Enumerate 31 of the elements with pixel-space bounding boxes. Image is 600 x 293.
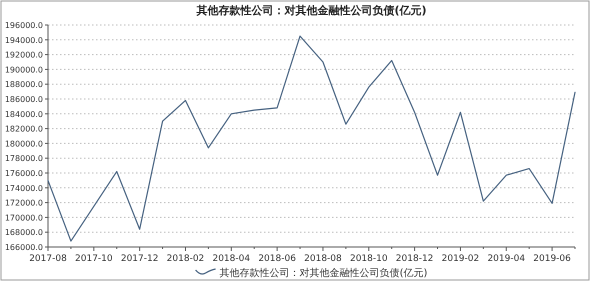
x-tick-label: 2019-02 <box>442 254 480 264</box>
x-tick-label: 2018-10 <box>350 254 388 264</box>
x-tick-label: 2018-04 <box>212 254 250 264</box>
y-tick-label: 174000.0 <box>4 184 43 193</box>
x-tick-label: 2019-06 <box>533 254 572 264</box>
x-tick-label: 2018-02 <box>166 254 204 264</box>
y-tick-label: 166000.0 <box>4 243 43 252</box>
x-tick-label: 2018-08 <box>304 254 342 264</box>
y-tick-label: 188000.0 <box>4 80 43 90</box>
y-tick-label: 170000.0 <box>4 213 43 222</box>
y-tick-label: 180000.0 <box>4 139 43 148</box>
y-tick-label: 178000.0 <box>4 154 43 164</box>
y-tick-label: 176000.0 <box>4 169 43 178</box>
x-tick-label: 2017-08 <box>29 254 68 264</box>
x-tick-label: 2017-10 <box>75 254 113 264</box>
x-tick-label: 2019-04 <box>487 254 526 264</box>
chart-title: 其他存款性公司：对其他金融性公司负债(亿元) <box>195 4 427 17</box>
y-tick-label: 184000.0 <box>4 110 43 119</box>
x-tick-label: 2017-12 <box>120 254 158 264</box>
y-tick-label: 186000.0 <box>4 95 43 104</box>
y-tick-label: 196000.0 <box>4 21 43 30</box>
y-tick-label: 192000.0 <box>4 50 43 60</box>
legend-label: 其他存款性公司：对其他金融性公司负债(亿元) <box>220 267 428 279</box>
x-tick-label: 2018-06 <box>258 254 296 264</box>
y-tick-label: 168000.0 <box>4 228 43 238</box>
line-series <box>47 36 576 242</box>
y-tick-label: 182000.0 <box>4 124 43 134</box>
y-tick-label: 190000.0 <box>4 65 43 74</box>
y-tick-label: 194000.0 <box>4 36 43 45</box>
y-tick-label: 172000.0 <box>4 198 43 208</box>
x-tick-label: 2018-12 <box>396 254 434 264</box>
